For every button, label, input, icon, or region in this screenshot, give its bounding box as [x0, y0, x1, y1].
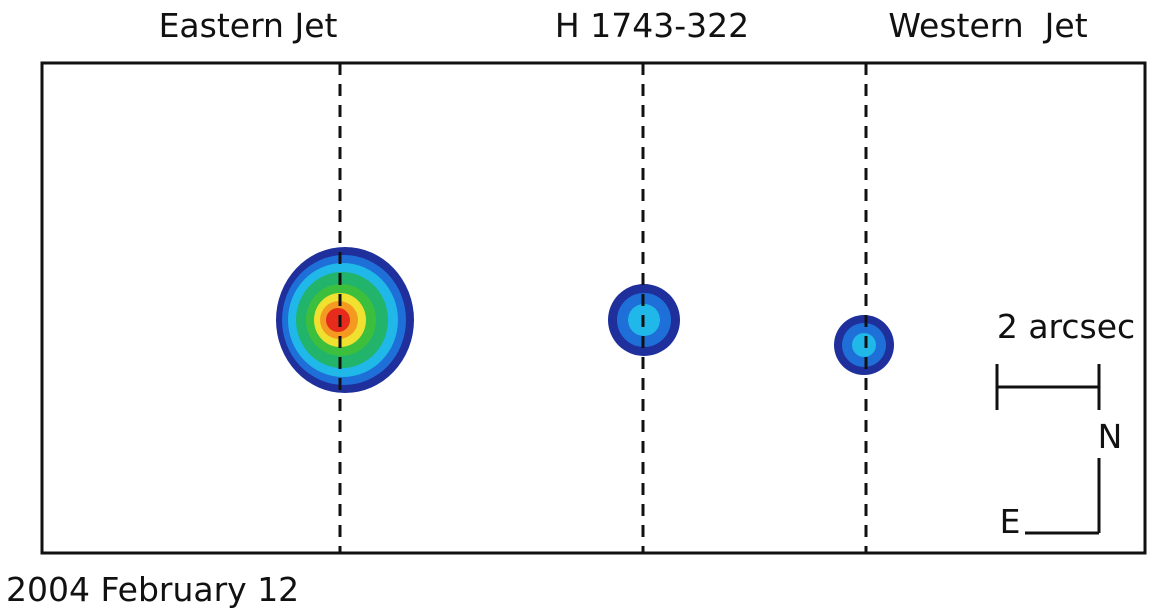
- east-label: E: [1000, 502, 1021, 541]
- source-label: H 1743-322: [555, 6, 749, 45]
- frame: [42, 63, 1145, 553]
- western-jet-label: Western Jet: [888, 6, 1087, 45]
- eastern-jet-label: Eastern Jet: [159, 6, 338, 45]
- dashed-lines: [340, 63, 866, 553]
- eastern-blob: [276, 247, 414, 393]
- scale-label: 2 arcsec: [997, 307, 1135, 346]
- western-blob: [834, 315, 894, 375]
- north-label: N: [1098, 417, 1123, 456]
- date-label: 2004 February 12: [6, 570, 299, 609]
- figure: Eastern Jet H 1743-322 Western Jet 2 arc…: [0, 0, 1168, 611]
